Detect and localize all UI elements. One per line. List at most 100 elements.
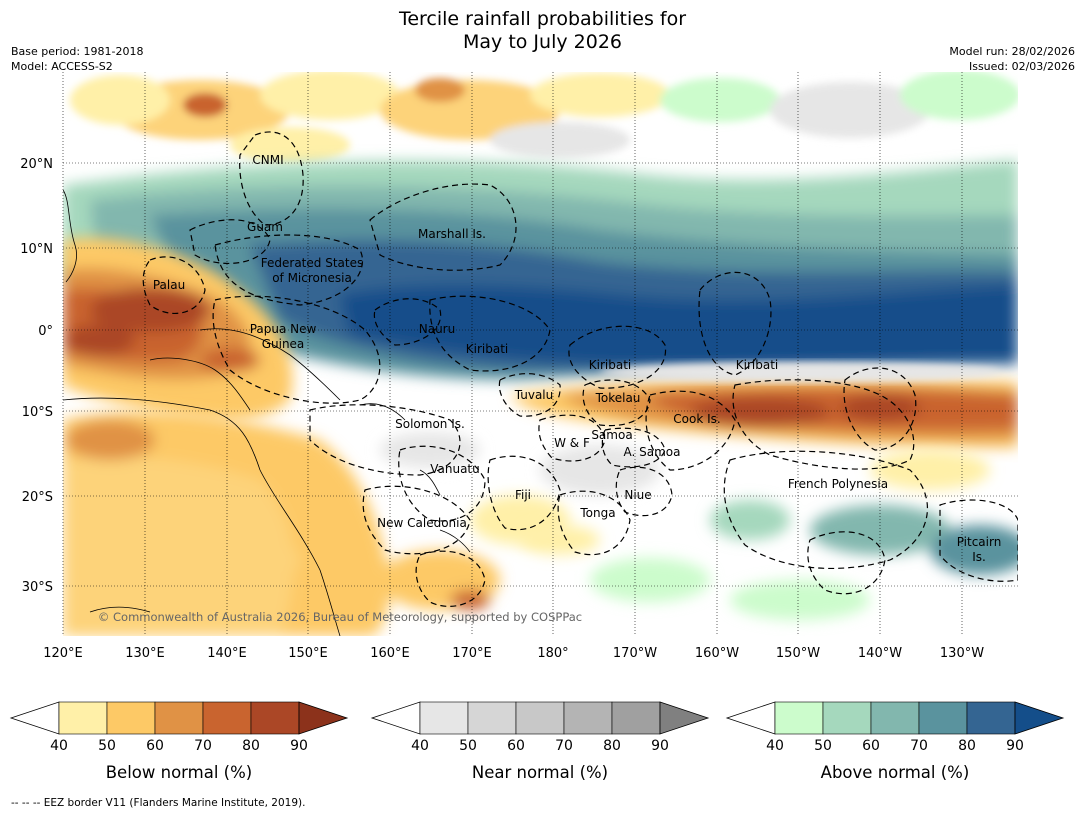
colorbar-tick: 50 [814,738,832,754]
latitude-labels: 20°N 10°N 0° 10°S 20°S 30°S [20,157,53,595]
colorbars: 40 50 60 70 80 90 Below normal (%) 40 50 60 70 80 90… [9,701,1065,782]
label-palau: Palau [153,278,185,292]
colorbar-segment [515,701,565,735]
copyright-text: © Commonwealth of Australia 2026, Bureau… [98,610,582,624]
eez-borders [142,131,1018,607]
colorbar-tick: 80 [242,738,260,754]
label-kiribati-west: Kiribati [466,342,508,356]
lon-label: 140°W [858,646,902,661]
model-name: Model: ACCESS-S2 [11,60,113,73]
colorbar-segment [467,701,517,735]
colorbar-segment [419,701,469,735]
colorbar-tick: 90 [1006,738,1024,754]
colorbar-tick: 60 [146,738,164,754]
colorbar-segment [870,701,920,735]
colorbar-segment [822,701,872,735]
colorbar-low-extension [725,701,776,735]
label-fiji: Fiji [515,488,531,502]
lon-label: 150°E [288,646,328,661]
meta-right: Model run: 28/02/2026 Issued: 02/03/2026 [949,44,1075,74]
colorbar-high-extension [659,701,710,735]
lon-label: 170°W [613,646,657,661]
colorbar-segment [966,701,1016,735]
label-solomon: Solomon Is. [395,417,465,431]
lat-label: 20°S [22,490,53,505]
colorbar-tick: 70 [555,738,573,754]
lon-label: 140°E [207,646,247,661]
label-png-2: Guinea [262,337,305,351]
colorbar-title: Near normal (%) [472,763,608,782]
lon-label: 120°E [43,646,83,661]
colorbar-low-extension [9,701,60,735]
base-period: Base period: 1981-2018 [11,45,144,58]
lon-label: 150°W [776,646,820,661]
colorbar-tick: 40 [50,738,68,754]
colorbar-segment [202,701,252,735]
lon-label: 170°E [452,646,492,661]
label-vanuatu: Vanuatu [430,462,480,476]
lat-label: 10°N [20,242,53,257]
label-guam: Guam [247,220,283,234]
colorbar-1: 40 50 60 70 80 90 Below normal (%) [9,701,349,782]
longitude-labels: 120°E 130°E 140°E 150°E 160°E 170°E 180°… [43,646,984,661]
colorbar-tick: 70 [194,738,212,754]
graticule [62,72,1018,636]
colorbar-segment [106,701,156,735]
lon-label: 180° [537,646,568,661]
colorbar-tick: 50 [98,738,116,754]
colorbar-2: 40 50 60 70 80 90 Near normal (%) [370,701,710,782]
title-line-2: May to July 2026 [463,31,622,53]
label-cook: Cook Is. [673,412,720,426]
colorbar-tick: 60 [507,738,525,754]
colorbar-title: Above normal (%) [821,763,970,782]
issued-date: Issued: 02/03/2026 [968,60,1075,73]
colorbar-segment [58,701,108,735]
label-pitcairn-1: Pitcairn [957,535,1002,549]
colorbar-tick: 40 [766,738,784,754]
label-fsm-2: of Micronesia [272,271,352,285]
map-title: Tercile rainfall probabilities for May t… [0,8,1085,54]
coastlines [63,189,471,636]
label-kiribati-east: Kiribati [736,358,778,372]
label-wf: W & F [554,436,590,450]
colorbar-high-extension [1014,701,1065,735]
label-new-caledonia: New Caledonia [377,516,467,530]
colorbar-tick: 90 [290,738,308,754]
label-png-1: Papua New [250,322,317,336]
label-tokelau: Tokelau [595,391,641,405]
lon-label: 130°E [125,646,165,661]
lon-label: 130°W [940,646,984,661]
colorbar-high-extension [298,701,349,735]
colorbar-tick: 40 [411,738,429,754]
place-labels: CNMI Guam Marshall Is. Federated States … [153,153,1001,564]
colorbar-tick: 50 [459,738,477,754]
label-samoa: Samoa [591,428,632,442]
colorbar-title: Below normal (%) [106,763,253,782]
lat-label: 20°N [20,157,53,172]
colorbar-3: 40 50 60 70 80 90 Above normal (%) [725,701,1065,782]
lon-label: 160°W [695,646,739,661]
lat-label: 10°S [22,405,53,420]
model-run: Model run: 28/02/2026 [949,45,1075,58]
colorbar-segment [563,701,613,735]
colorbar-tick: 60 [862,738,880,754]
lat-label: 30°S [22,580,53,595]
label-tonga: Tonga [579,506,615,520]
colorbar-low-extension [370,701,421,735]
label-marshall: Marshall Is. [418,227,486,241]
eez-footnote: -- -- -- EEZ border V11 (Flanders Marine… [11,797,306,809]
label-asamoa: A. Samoa [624,445,681,459]
colorbar-tick: 80 [603,738,621,754]
colorbar-segment [611,701,661,735]
probability-field [63,72,1018,636]
label-french-polynesia: French Polynesia [788,477,888,491]
colorbar-tick: 80 [958,738,976,754]
colorbar-segment [918,701,968,735]
colorbar-segment [250,701,300,735]
label-nauru: Nauru [419,322,455,336]
colorbar-segment [774,701,824,735]
colorbar-segment [154,701,204,735]
label-cnmi: CNMI [252,153,283,167]
lon-label: 160°E [370,646,410,661]
